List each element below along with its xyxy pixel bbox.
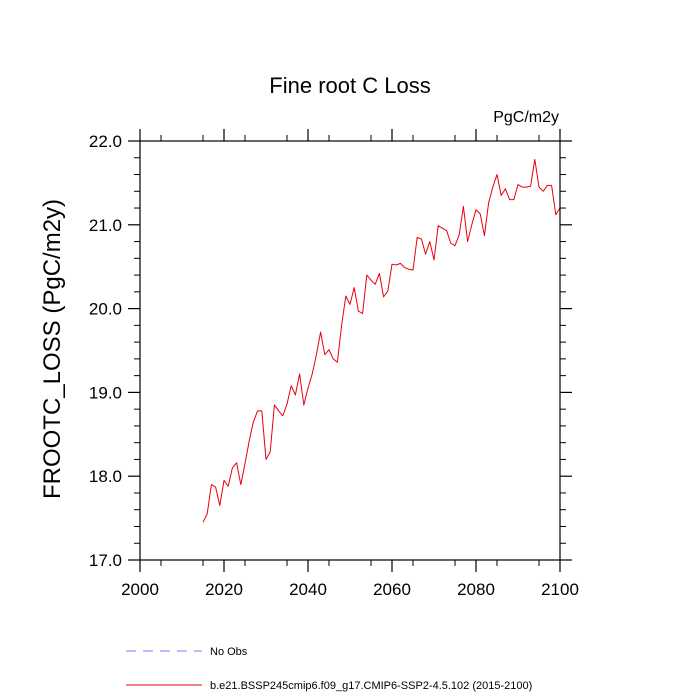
legend-label-model-run: b.e21.BSSP245cmip6.f09_g17.CMIP6-SSP2-4.… — [210, 680, 532, 692]
y-axis-label: FROOTC_LOSS (PgC/m2y) — [39, 199, 66, 499]
y-tick-label: 21.0 — [89, 216, 122, 235]
legend: No Obs b.e21.BSSP245cmip6.f09_g17.CMIP6-… — [126, 646, 532, 692]
units-label: PgC/m2y — [493, 109, 559, 126]
series-line-1 — [202, 158, 561, 523]
plot-series — [202, 158, 561, 523]
y-tick-label: 18.0 — [89, 467, 122, 486]
y-tick-label: 19.0 — [89, 383, 122, 402]
x-tick-label: 2080 — [457, 580, 495, 599]
x-tick-label: 2040 — [289, 580, 327, 599]
axis-ticks — [128, 129, 572, 572]
y-tick-label: 20.0 — [89, 300, 122, 319]
x-tick-label: 2020 — [205, 580, 243, 599]
plot-frame — [139, 140, 561, 561]
legend-label-no-obs: No Obs — [210, 646, 248, 658]
tick-labels: 2000 2020 2040 2060 2080 2100 17.0 18.0 19.0 20.0… — [89, 132, 579, 599]
y-tick-label: 17.0 — [89, 551, 122, 570]
x-tick-label: 2000 — [121, 580, 159, 599]
chart-title: Fine root C Loss — [269, 73, 430, 98]
y-tick-label: 22.0 — [89, 132, 122, 151]
x-tick-label: 2100 — [541, 580, 579, 599]
x-tick-label: 2060 — [373, 580, 411, 599]
